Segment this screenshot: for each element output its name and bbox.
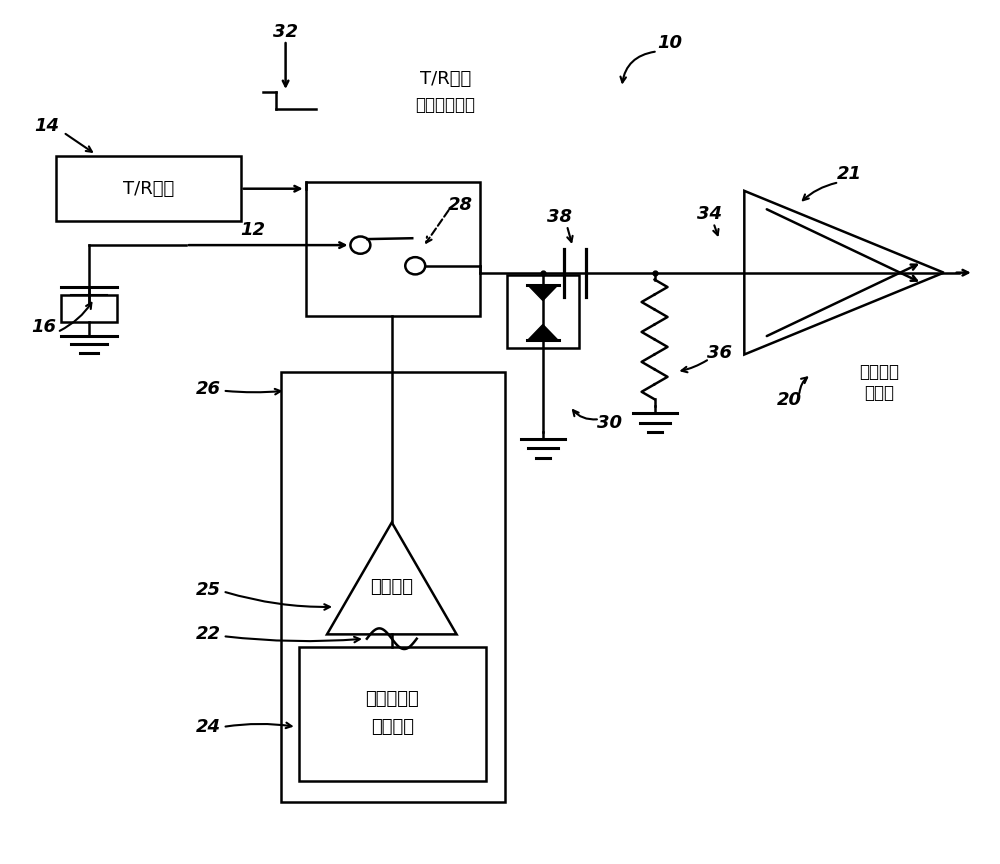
- Text: 发送驱动: 发送驱动: [370, 578, 413, 596]
- Text: 36: 36: [707, 344, 732, 362]
- Text: 28: 28: [448, 196, 473, 214]
- Text: 16: 16: [31, 318, 56, 336]
- Text: 25: 25: [196, 581, 221, 599]
- Polygon shape: [528, 285, 558, 301]
- Bar: [507, 275, 579, 348]
- Bar: [281, 372, 505, 803]
- Text: T/R控制: T/R控制: [123, 180, 174, 198]
- Text: 12: 12: [240, 220, 265, 238]
- Text: 放大器: 放大器: [864, 384, 894, 403]
- Text: 10: 10: [657, 34, 682, 52]
- Text: 发送波形信: 发送波形信: [365, 689, 419, 708]
- Bar: [56, 156, 241, 221]
- Text: 38: 38: [547, 207, 572, 226]
- Text: 20: 20: [777, 391, 802, 410]
- Text: 号发生器: 号发生器: [371, 718, 414, 736]
- Text: 21: 21: [837, 165, 862, 182]
- Text: 14: 14: [34, 118, 59, 136]
- Text: 32: 32: [273, 22, 298, 41]
- Bar: [299, 647, 486, 781]
- Text: 22: 22: [196, 626, 221, 644]
- Text: 可变增益: 可变增益: [859, 363, 899, 381]
- Text: 34: 34: [697, 205, 722, 223]
- Text: T/R开关: T/R开关: [420, 70, 471, 88]
- Bar: [61, 295, 117, 321]
- Bar: [306, 182, 480, 315]
- Polygon shape: [528, 325, 558, 340]
- Text: 24: 24: [196, 718, 221, 736]
- Text: 30: 30: [597, 415, 622, 432]
- Text: 26: 26: [196, 380, 221, 398]
- Text: （概念性的）: （概念性的）: [415, 96, 475, 114]
